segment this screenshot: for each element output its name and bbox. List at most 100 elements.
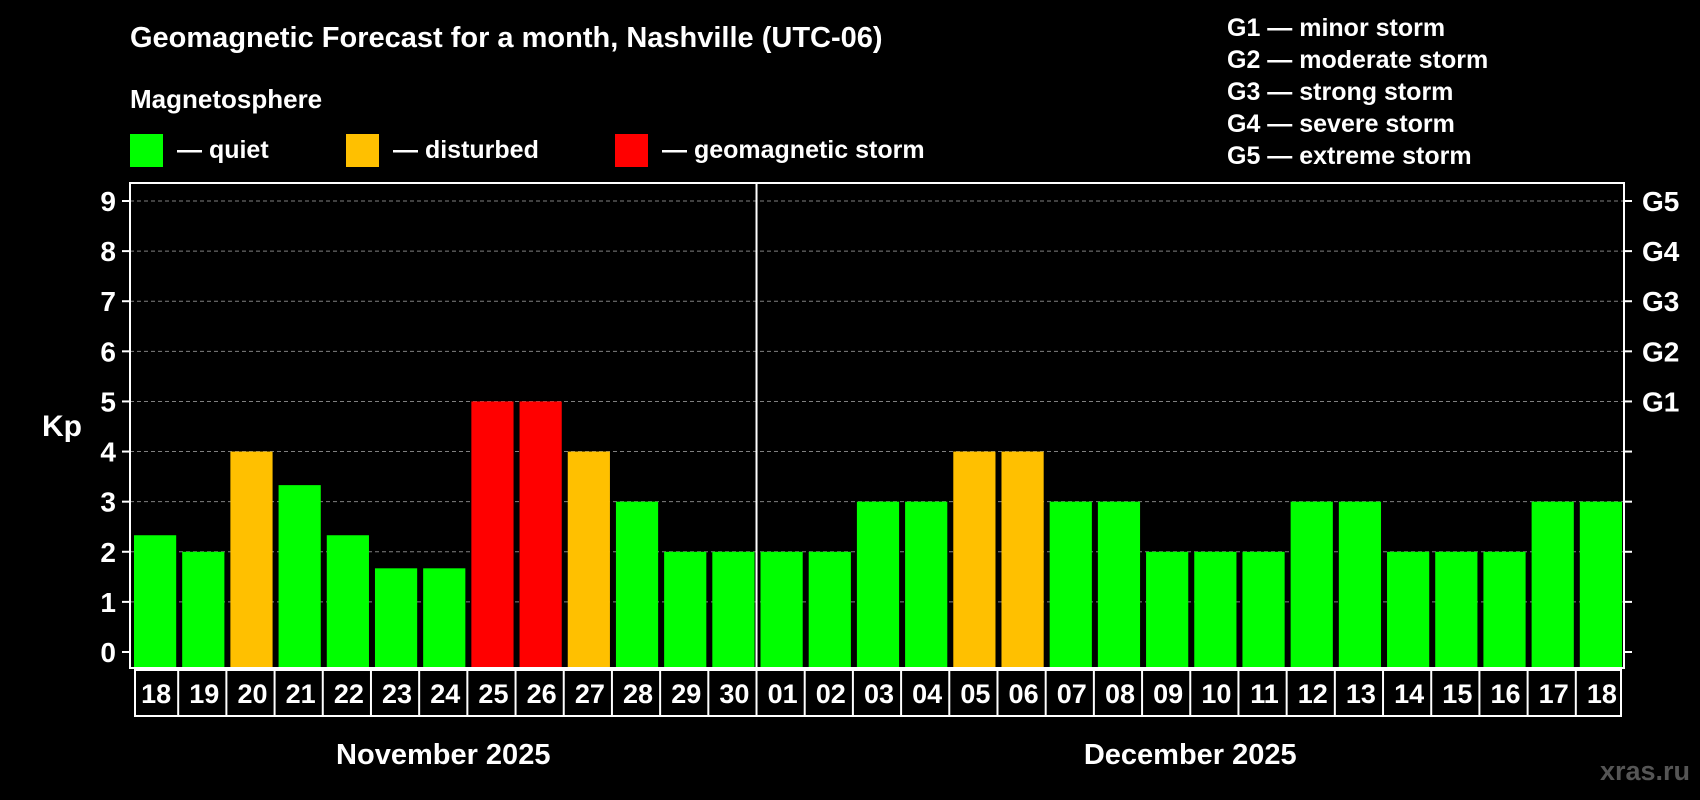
date-label-11: 28 [623,679,653,709]
bar-day-3 [230,451,273,668]
legend-item-disturbed: — disturbed [346,134,539,167]
bar-day-13 [712,551,755,668]
bar-day-25 [1290,501,1333,668]
date-label-7: 24 [430,679,460,709]
bar-day-4 [278,485,321,668]
date-label-28: 15 [1442,679,1472,709]
date-label-29: 16 [1490,679,1520,709]
bar-day-18 [953,451,996,668]
storm-scale-g3: G3 — strong storm [1227,78,1454,106]
watermark: xras.ru [1599,756,1690,786]
date-label-16: 03 [864,679,894,709]
bar-day-31 [1579,501,1622,668]
date-label-5: 22 [334,679,364,709]
y-axis-label: Kp [42,410,82,443]
date-label-6: 23 [382,679,412,709]
date-label-26: 13 [1346,679,1376,709]
bar-day-5 [326,535,369,668]
date-label-18: 05 [960,679,990,709]
date-label-8: 25 [478,679,508,709]
bar-day-15 [808,551,851,668]
y-tick-label-2: 2 [100,537,116,568]
y-tick-label-9: 9 [100,186,116,217]
bar-day-24 [1242,551,1285,668]
y-tick-label-5: 5 [100,386,116,417]
date-label-23: 10 [1201,679,1231,709]
legend-item-storm: — geomagnetic storm [615,134,925,167]
y-tick-label-4: 4 [100,437,116,468]
g-scale-label-g1: G1 [1642,386,1679,417]
bar-day-26 [1338,501,1382,668]
bar-day-14 [760,551,803,668]
date-label-3: 20 [237,679,267,709]
legend-heading: Magnetosphere [130,84,323,114]
bar-day-9 [519,401,562,668]
date-label-25: 12 [1298,679,1328,709]
storm-scale-g1: G1 — minor storm [1227,14,1446,42]
bar-day-19 [1001,451,1044,668]
bar-day-20 [1049,501,1092,668]
bar-day-27 [1387,551,1430,668]
legend-swatch-quiet [130,134,163,167]
legend-item-quiet: — quiet [130,134,269,167]
bar-day-10 [567,451,610,668]
date-label-20: 07 [1057,679,1087,709]
y-tick-label-0: 0 [100,637,116,668]
y-tick-label-3: 3 [100,487,116,518]
date-label-22: 09 [1153,679,1183,709]
legend-swatch-disturbed [346,134,379,167]
legend-label-quiet: — quiet [177,136,269,164]
date-label-4: 21 [286,679,316,709]
g-scale-label-g4: G4 [1642,236,1680,267]
bar-day-16 [856,501,900,668]
bar-day-7 [423,568,466,668]
bar-day-12 [664,551,707,668]
bar-day-28 [1435,551,1478,668]
g-scale-label-g2: G2 [1642,336,1679,367]
date-label-19: 06 [1009,679,1039,709]
date-label-30: 17 [1539,679,1569,709]
date-label-1: 18 [141,679,171,709]
date-label-2: 19 [189,679,219,709]
date-label-13: 30 [719,679,749,709]
month-label-2: December 2025 [1084,739,1297,771]
bar-day-17 [905,501,948,668]
storm-scale-g2: G2 — moderate storm [1227,46,1489,74]
month-label-1: November 2025 [336,739,550,771]
storm-scale-g5: G5 — extreme storm [1227,142,1472,170]
bar-day-22 [1146,551,1189,668]
y-tick-label-7: 7 [100,286,116,317]
g-scale-label-g5: G5 [1642,186,1679,217]
date-label-31: 18 [1587,679,1617,709]
y-tick-label-1: 1 [100,587,116,618]
legend-label-disturbed: — disturbed [393,136,539,164]
date-label-17: 04 [912,679,942,709]
storm-scale-legend: G1 — minor storm G2 — moderate storm G3 … [1227,12,1488,172]
chart-title: Geomagnetic Forecast for a month, Nashvi… [130,22,883,54]
date-label-9: 26 [527,679,557,709]
date-label-14: 01 [768,679,798,709]
y-tick-label-6: 6 [100,336,116,367]
date-label-27: 14 [1394,679,1424,709]
bar-day-29 [1483,551,1526,668]
g-scale-label-g3: G3 [1642,286,1679,317]
date-row-frame [134,669,1622,717]
date-label-24: 11 [1250,679,1279,709]
y-tick-label-8: 8 [100,236,116,267]
date-label-12: 29 [671,679,701,709]
date-label-21: 08 [1105,679,1135,709]
bar-day-6 [374,568,418,668]
bar-day-30 [1531,501,1574,668]
legend-swatch-storm [615,134,648,167]
bar-day-2 [182,551,225,668]
bar-day-1 [134,535,177,668]
bar-day-8 [471,401,514,668]
legend-label-storm: — geomagnetic storm [662,136,925,164]
storm-scale-g4: G4 — severe storm [1227,110,1455,138]
plot-frame [129,182,1625,669]
date-label-15: 02 [816,679,846,709]
date-label-10: 27 [575,679,605,709]
bar-day-23 [1194,551,1237,668]
bar-day-11 [615,501,659,668]
